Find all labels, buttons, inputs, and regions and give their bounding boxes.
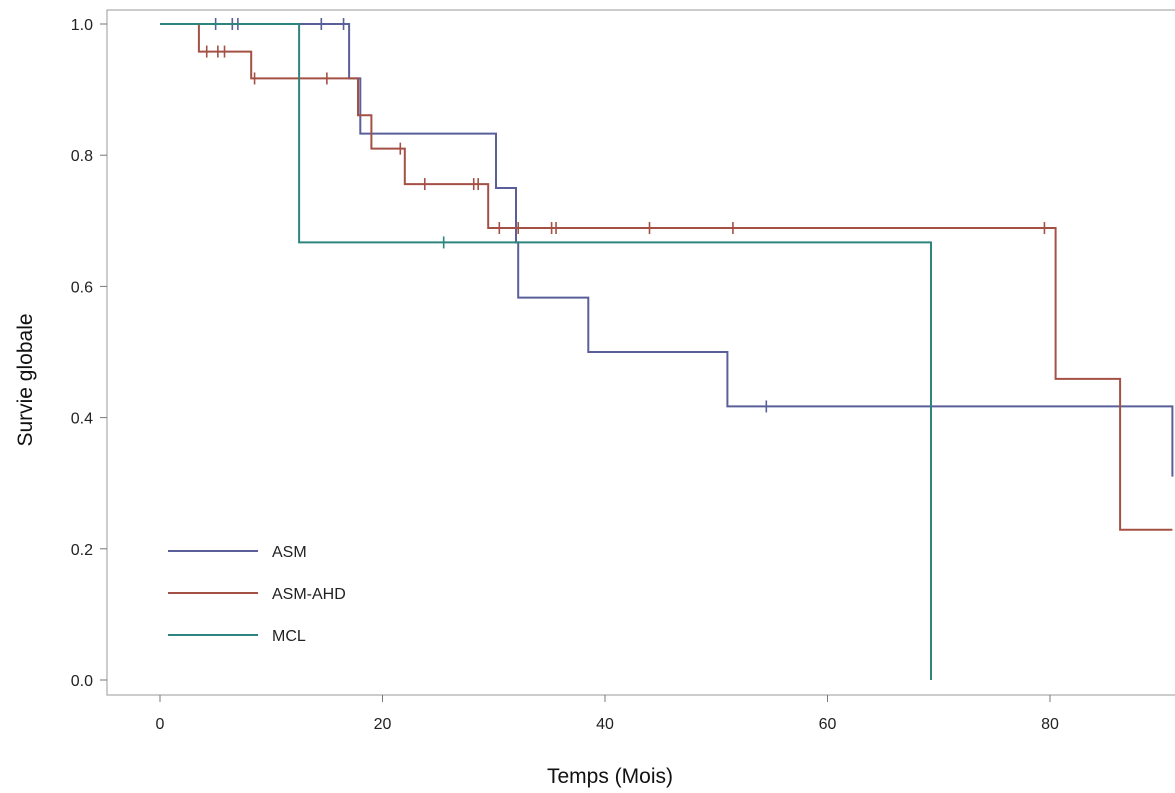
legend-label-asm-ahd: ASM-AHD — [272, 586, 346, 603]
axes: 0 20 40 60 80 0.0 0.2 0.4 0.6 0.8 1.0 — [71, 17, 1059, 733]
x-tick-label: 80 — [1041, 716, 1059, 733]
x-tick-label: 20 — [374, 716, 392, 733]
legend-label-asm: ASM — [272, 544, 307, 561]
x-tick-label: 40 — [596, 716, 614, 733]
series-line-mcl — [160, 23, 932, 680]
y-tick-label: 0.0 — [71, 673, 93, 690]
x-tick-label: 60 — [819, 716, 837, 733]
series-line-asm-ahd — [160, 23, 1173, 531]
x-tick-label: 0 — [156, 716, 165, 733]
y-tick-label: 0.6 — [71, 279, 93, 296]
series-line-asm — [160, 23, 1174, 477]
legend: ASM ASM-AHD MCL — [168, 544, 346, 645]
y-tick-label: 0.4 — [71, 411, 93, 428]
y-tick-label: 0.8 — [71, 148, 93, 165]
y-axis-title: Survie globale — [14, 313, 37, 446]
y-tick-label: 0.2 — [71, 542, 93, 559]
series-layer — [160, 18, 1174, 680]
plot-area — [106, 9, 1175, 696]
x-axis-title: Temps (Mois) — [547, 765, 673, 788]
y-tick-label: 1.0 — [71, 17, 93, 34]
legend-label-mcl: MCL — [272, 628, 306, 645]
plot-frame — [106, 9, 1175, 696]
